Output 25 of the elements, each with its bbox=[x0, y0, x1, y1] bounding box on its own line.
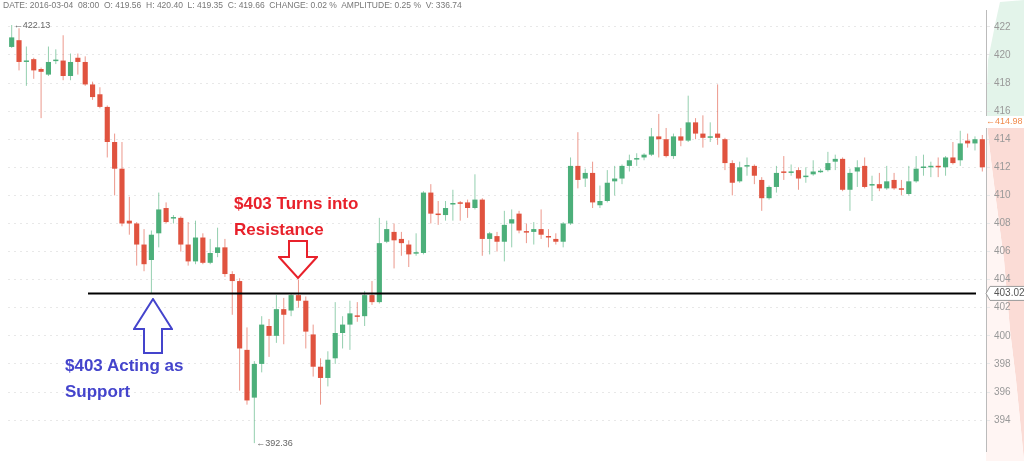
y-tick-label: 402 bbox=[994, 301, 1012, 313]
y-tick-label: 400 bbox=[994, 329, 1012, 341]
y-tick-label: 418 bbox=[994, 76, 1012, 88]
annotation: $403 Acting as Support bbox=[65, 355, 185, 403]
annotation: ←392.36 bbox=[256, 437, 293, 448]
y-tick-label: 410 bbox=[994, 189, 1012, 201]
y-tick-label: 412 bbox=[994, 161, 1012, 173]
annotation: ←414.98 bbox=[986, 116, 1023, 127]
candlestick bbox=[891, 172, 897, 191]
annotation: ←422.13 bbox=[13, 19, 51, 30]
y-tick-label: 406 bbox=[994, 245, 1012, 257]
chart-title: DATE: 2016-03-04 08:00 O: 419.56 H: 420.40 L: 419.35 C: 419.66 CHANGE: 0.02 % AMPLITUDE: 0.25 % V: 336.74 bbox=[3, 0, 462, 10]
y-tick-label: 416 bbox=[994, 104, 1012, 116]
annotation: $403 Turns into Resistance bbox=[234, 193, 360, 241]
candlestick bbox=[972, 135, 978, 151]
y-tick-label: 420 bbox=[994, 48, 1012, 60]
ref-line-label: 403.02 bbox=[994, 287, 1024, 299]
y-tick-label: 398 bbox=[994, 357, 1012, 369]
y-tick-label: 394 bbox=[994, 413, 1012, 425]
y-tick-label: 414 bbox=[994, 132, 1012, 144]
y-tick-label: 408 bbox=[994, 217, 1012, 229]
candlestick bbox=[788, 163, 794, 177]
y-tick-label: 422 bbox=[994, 20, 1012, 32]
y-tick-label: 396 bbox=[994, 385, 1012, 397]
y-tick-label: 404 bbox=[994, 273, 1012, 285]
